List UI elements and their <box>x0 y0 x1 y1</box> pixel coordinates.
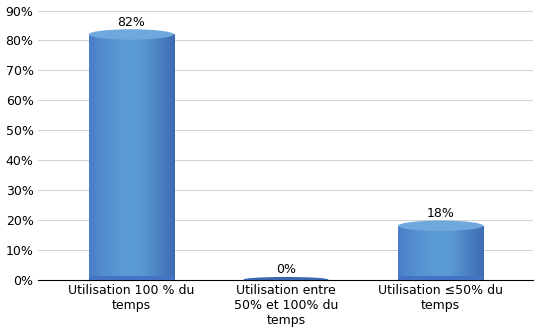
Text: 18%: 18% <box>427 207 454 220</box>
Ellipse shape <box>398 220 483 231</box>
Ellipse shape <box>398 276 483 283</box>
Ellipse shape <box>89 276 174 283</box>
Bar <box>89 276 174 280</box>
Text: 0%: 0% <box>276 263 296 276</box>
Ellipse shape <box>244 277 328 282</box>
Ellipse shape <box>89 29 174 40</box>
Bar <box>398 276 483 280</box>
Text: 82%: 82% <box>118 16 145 29</box>
